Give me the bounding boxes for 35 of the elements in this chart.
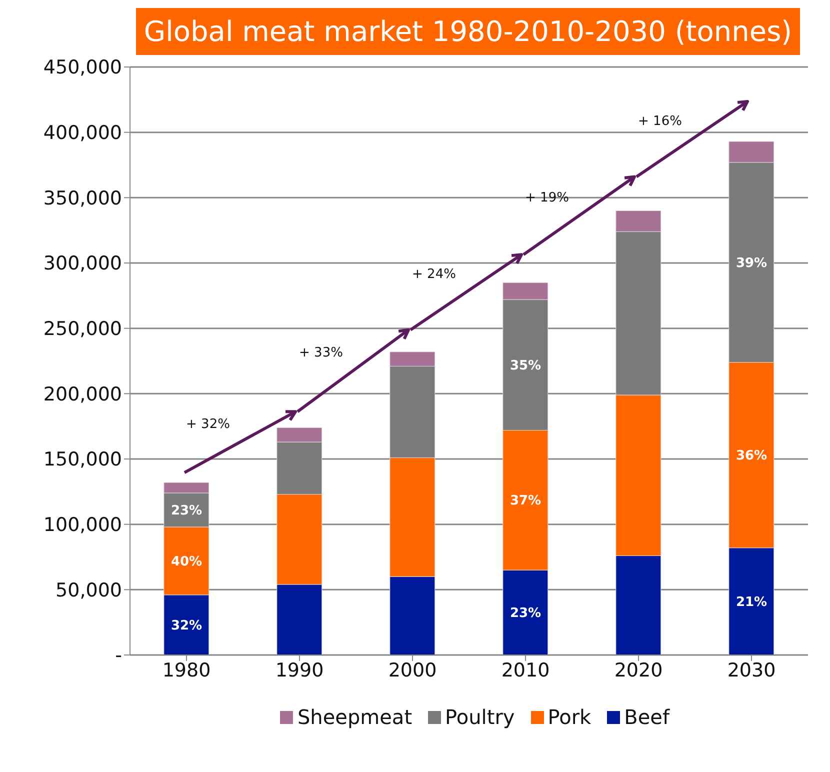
- y-tick-label: 100,000: [43, 514, 122, 536]
- annotation: + 19%: [525, 190, 569, 206]
- annotation: 36%: [736, 448, 768, 464]
- annotation: 21%: [736, 594, 768, 610]
- annotation: 23%: [170, 504, 202, 519]
- x-tick-label: 2020: [614, 659, 663, 682]
- x-tick-label: 1980: [162, 659, 211, 682]
- annotation: + 24%: [412, 267, 456, 282]
- annotation: 32%: [170, 618, 202, 634]
- annotation: 37%: [510, 494, 542, 509]
- y-tick-label: 350,000: [43, 187, 122, 210]
- annotation: 35%: [510, 358, 542, 374]
- x-tick-label: 2000: [388, 659, 437, 682]
- legend-label: Pork: [548, 705, 592, 729]
- x-tick-label: 2030: [727, 659, 776, 682]
- annotation: + 32%: [186, 417, 230, 432]
- y-tick-label: 200,000: [43, 383, 122, 406]
- y-tick-label: 400,000: [43, 122, 122, 144]
- y-tick-label: -: [115, 644, 122, 667]
- y-tick-label: 150,000: [43, 448, 122, 471]
- annotation: + 33%: [299, 346, 343, 361]
- legend-label: Beef: [624, 705, 670, 729]
- y-tick-label: 300,000: [43, 252, 122, 275]
- y-tick-label: 250,000: [43, 318, 122, 340]
- x-tick-label: 1990: [275, 659, 324, 682]
- legend-label: Sheepmeat: [297, 705, 412, 729]
- chart-title: Global meat market 1980-2010-2030 (tonnes): [136, 8, 800, 55]
- y-tick-label: 50,000: [56, 579, 122, 602]
- annotation: 40%: [170, 554, 202, 570]
- y-tick-label: 450,000: [43, 56, 122, 79]
- annotation: + 16%: [638, 114, 682, 130]
- x-tick-label: 2010: [501, 659, 550, 682]
- legend-label: Poultry: [445, 705, 515, 729]
- annotation: 23%: [510, 606, 542, 622]
- annotation: 39%: [736, 256, 768, 271]
